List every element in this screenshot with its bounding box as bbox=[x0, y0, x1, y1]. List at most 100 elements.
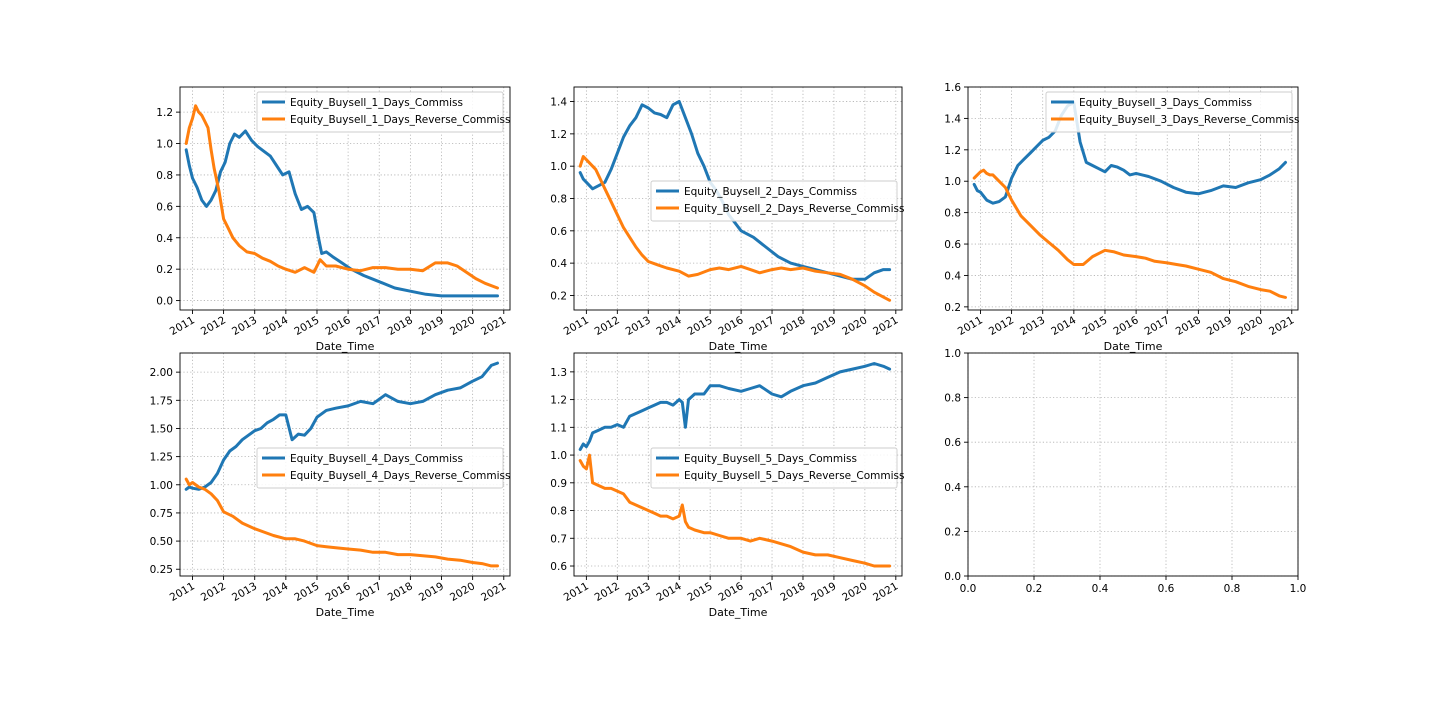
y-tick-label: 1.00 bbox=[150, 480, 173, 492]
x-tick-label: 2021 bbox=[871, 580, 900, 604]
y-tick-label: 0.8 bbox=[156, 170, 173, 182]
legend: Equity_Buysell_3_Days_Commiss Equity_Buys… bbox=[1045, 91, 1299, 133]
y-tick-label: 1.6 bbox=[944, 82, 961, 94]
y-tick-label: 1.0 bbox=[550, 161, 567, 173]
x-tick-label: 2013 bbox=[230, 314, 259, 338]
series-line-1 bbox=[184, 361, 499, 491]
x-tick-label: 2018 bbox=[1174, 314, 1203, 338]
y-tick-label: 0.8 bbox=[550, 506, 567, 518]
x-tick-label: 2016 bbox=[323, 580, 352, 604]
x-tick-label: 2019 bbox=[809, 314, 838, 338]
x-tick-label: 1.0 bbox=[1290, 583, 1307, 595]
x-tick-label: 2019 bbox=[809, 580, 838, 604]
y-tick-label: 0.4 bbox=[550, 258, 567, 270]
x-tick-label: 2018 bbox=[386, 314, 415, 338]
x-tick-label: 0.4 bbox=[1092, 583, 1109, 595]
legend-entry: Equity_Buysell_2_Days_Reverse_Commiss bbox=[684, 203, 904, 215]
y-tick-label: 0.8 bbox=[944, 393, 961, 405]
y-tick-label: 1.0 bbox=[944, 348, 961, 360]
x-axis-label: Date_Time bbox=[316, 606, 375, 619]
x-tick-label: 2020 bbox=[1236, 314, 1265, 338]
series-line-2 bbox=[972, 168, 1287, 299]
x-tick-label: 2015 bbox=[292, 314, 321, 338]
series-line-2 bbox=[184, 104, 499, 290]
plot-frame bbox=[573, 86, 903, 311]
x-tick-label: 2012 bbox=[593, 314, 622, 338]
y-tick-label: 0.7 bbox=[550, 533, 567, 545]
series-line-2 bbox=[578, 453, 892, 568]
x-tick-label: 2021 bbox=[479, 314, 508, 338]
legend-entry: Equity_Buysell_4_Days_Commiss bbox=[290, 453, 463, 465]
legend-box bbox=[1045, 91, 1293, 133]
y-tick-label: 0.0 bbox=[156, 296, 173, 308]
x-tick-label: 2012 bbox=[199, 580, 228, 604]
x-tick-label: 2014 bbox=[655, 314, 684, 338]
x-tick-label: 2018 bbox=[386, 580, 415, 604]
y-tick-label: 0.8 bbox=[944, 208, 961, 220]
y-tick-label: 0.25 bbox=[150, 564, 173, 576]
x-tick-label: 2015 bbox=[1080, 314, 1109, 338]
x-tick-label: 2015 bbox=[292, 580, 321, 604]
legend-entry: Equity_Buysell_5_Days_Reverse_Commiss bbox=[684, 470, 904, 482]
y-tick-label: 1.0 bbox=[156, 139, 173, 151]
x-tick-label: 2011 bbox=[168, 314, 197, 338]
x-tick-label: 2014 bbox=[261, 580, 290, 604]
legend-box bbox=[650, 180, 898, 222]
x-tick-label: 0.8 bbox=[1224, 583, 1241, 595]
plot-frame bbox=[967, 86, 1299, 311]
y-tick-label: 1.4 bbox=[550, 97, 567, 109]
x-tick-label: 2011 bbox=[168, 580, 197, 604]
x-tick-label: 2021 bbox=[871, 314, 900, 338]
y-tick-label: 0.2 bbox=[550, 290, 567, 302]
legend: Equity_Buysell_2_Days_Commiss Equity_Buys… bbox=[650, 180, 904, 222]
subplot-6: 0.0 0.2 0.4 0.6 0.8 1.0 0.0 0.2 0.4 0.6 0.8 1.0 bbox=[944, 348, 1306, 595]
legend-box bbox=[256, 91, 504, 133]
y-tick-label: 0.6 bbox=[944, 239, 961, 251]
x-tick-label: 2021 bbox=[479, 580, 508, 604]
x-tick-label: 2017 bbox=[747, 314, 776, 338]
subplot-5: 0.6 0.7 0.8 0.9 1.0 1.1 1.2 1.3 2011 2012 2013 2014… bbox=[550, 352, 904, 619]
y-tick-label: 2.00 bbox=[150, 367, 173, 379]
x-tick-label: 2018 bbox=[778, 580, 807, 604]
x-axis-label: Date_Time bbox=[709, 340, 768, 353]
legend-entry: Equity_Buysell_5_Days_Commiss bbox=[684, 453, 857, 465]
y-tick-label: 0.4 bbox=[944, 482, 961, 494]
legend-entry: Equity_Buysell_1_Days_Commiss bbox=[290, 97, 463, 109]
y-tick-label: 0.4 bbox=[156, 233, 173, 245]
x-tick-label: 2013 bbox=[1018, 314, 1047, 338]
plot-frame bbox=[967, 352, 1299, 577]
series-line-1 bbox=[578, 362, 892, 451]
x-tick-label: 2014 bbox=[261, 314, 290, 338]
legend-entry: Equity_Buysell_2_Days_Commiss bbox=[684, 186, 857, 198]
x-tick-label: 2017 bbox=[355, 580, 384, 604]
y-tick-label: 1.0 bbox=[944, 176, 961, 188]
x-tick-label: 2012 bbox=[199, 314, 228, 338]
y-tick-label: 0.50 bbox=[150, 536, 173, 548]
x-tick-label: 2011 bbox=[562, 314, 591, 338]
y-tick-label: 0.6 bbox=[944, 437, 961, 449]
x-tick-label: 2014 bbox=[1049, 314, 1078, 338]
x-tick-label: 2020 bbox=[448, 580, 477, 604]
series-line-2 bbox=[184, 477, 499, 568]
legend-box bbox=[650, 447, 898, 489]
y-tick-label: 1.4 bbox=[944, 113, 961, 125]
legend: Equity_Buysell_1_Days_Commiss Equity_Buys… bbox=[256, 91, 510, 133]
y-tick-label: 1.2 bbox=[550, 395, 567, 407]
x-tick-label: 2013 bbox=[230, 580, 259, 604]
series-line-2 bbox=[578, 155, 892, 302]
x-tick-label: 2012 bbox=[987, 314, 1016, 338]
y-tick-label: 0.2 bbox=[944, 526, 961, 538]
x-tick-label: 0.2 bbox=[1026, 583, 1043, 595]
x-axis-label: Date_Time bbox=[316, 340, 375, 353]
x-tick-label: 2016 bbox=[716, 580, 745, 604]
y-tick-label: 1.2 bbox=[550, 129, 567, 141]
y-tick-label: 0.6 bbox=[550, 226, 567, 238]
x-tick-label: 2019 bbox=[1205, 314, 1234, 338]
subplot-3: 0.2 0.4 0.6 0.8 1.0 1.2 1.4 1.6 2011 2012 2013 2014… bbox=[944, 82, 1299, 353]
y-tick-label: 0.2 bbox=[156, 264, 173, 276]
x-tick-label: 2019 bbox=[417, 580, 446, 604]
y-tick-label: 0.2 bbox=[944, 302, 961, 314]
